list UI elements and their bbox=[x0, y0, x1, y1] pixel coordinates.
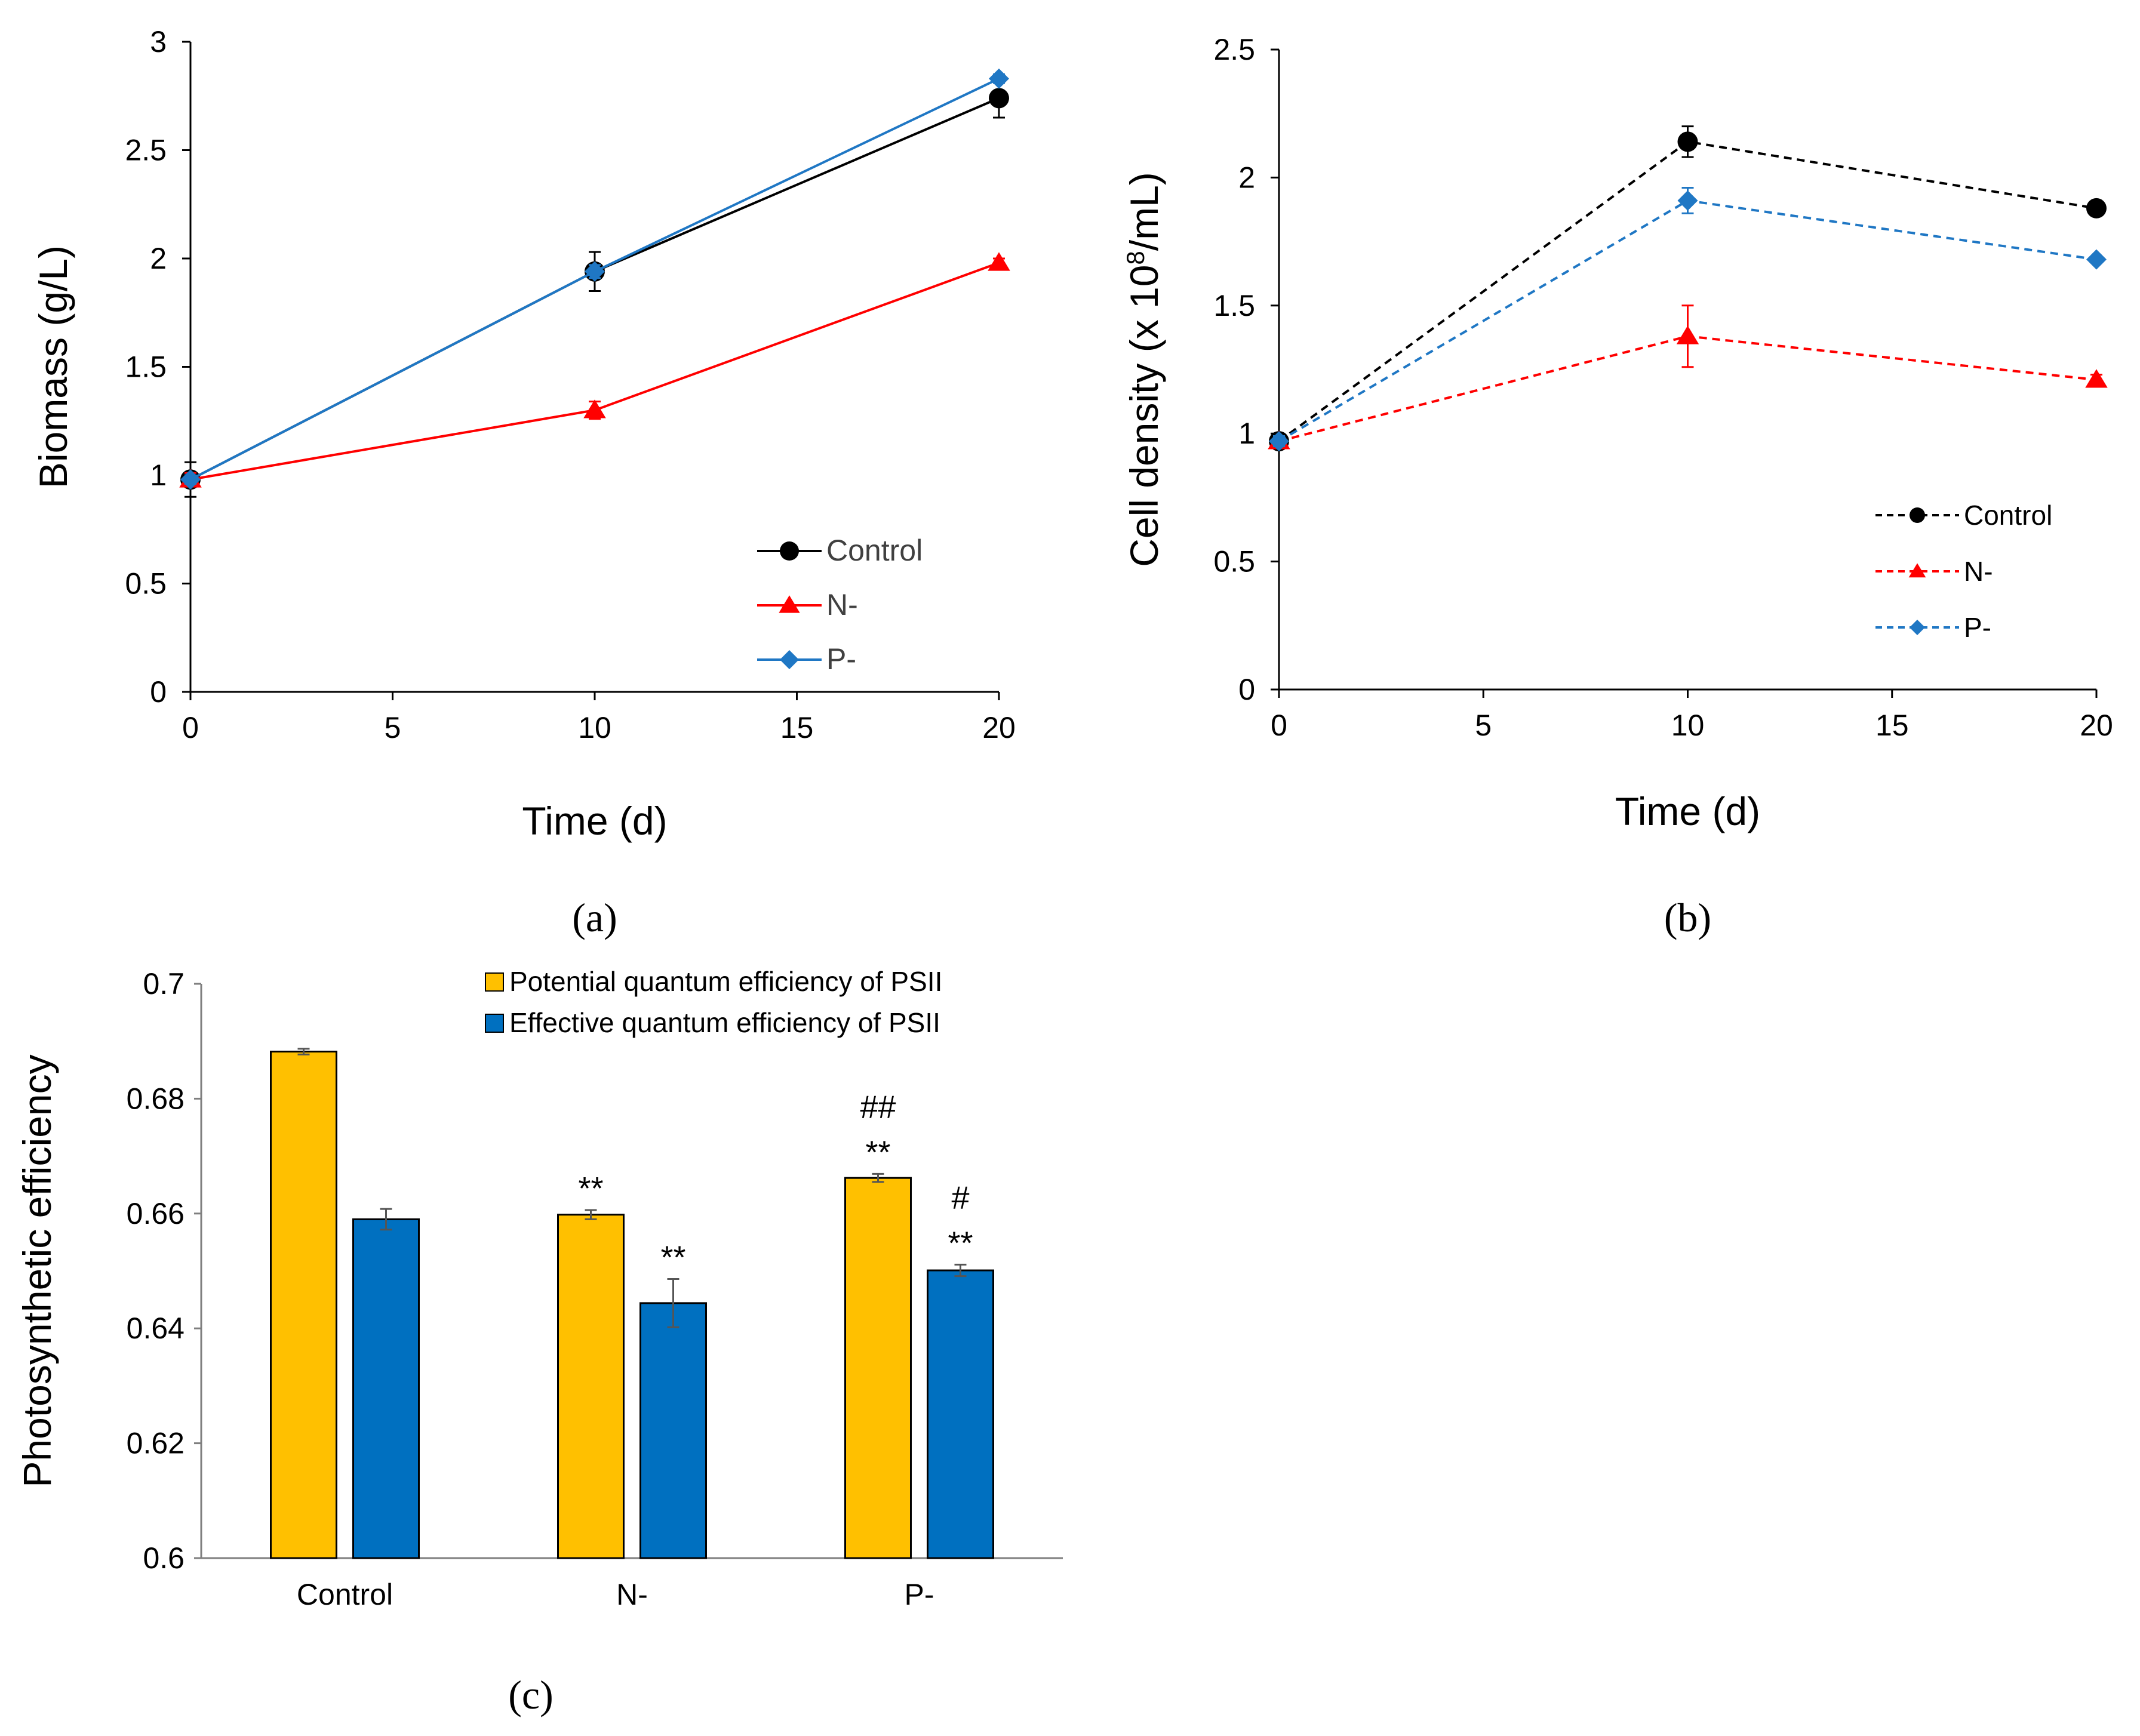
data-point bbox=[585, 261, 605, 282]
x-tick-label: 10 bbox=[1671, 709, 1705, 742]
bar bbox=[352, 1218, 420, 1559]
y-axis-title: Cell density (x 108/mL) bbox=[1121, 172, 1167, 567]
legend-label: N- bbox=[826, 588, 858, 621]
legend-label: N- bbox=[1964, 556, 1993, 587]
data-point bbox=[989, 88, 1009, 109]
significance-mark: ## bbox=[860, 1089, 896, 1125]
x-tick-label: 5 bbox=[385, 711, 401, 744]
data-point bbox=[989, 68, 1009, 89]
y-tick-label: 0.68 bbox=[127, 1082, 185, 1115]
data-point bbox=[1269, 431, 1289, 452]
y-tick-label: 2.5 bbox=[1213, 33, 1255, 66]
bar bbox=[270, 1051, 337, 1559]
panel-label: (a) bbox=[572, 895, 617, 940]
legend-label: Effective quantum efficiency of PSII bbox=[509, 1007, 940, 1038]
x-tick-label: 10 bbox=[578, 711, 611, 744]
x-tick-label: 0 bbox=[182, 711, 199, 744]
significance-mark: ** bbox=[865, 1134, 890, 1170]
y-tick-label: 0.5 bbox=[1213, 545, 1255, 578]
legend-marker bbox=[1908, 563, 1926, 578]
y-tick-label: 2 bbox=[1238, 161, 1255, 194]
data-point bbox=[1677, 190, 1698, 211]
legend-swatch bbox=[485, 972, 504, 992]
x-tick-label: 15 bbox=[780, 711, 814, 744]
significance-mark: ** bbox=[578, 1171, 603, 1206]
significance-mark: # bbox=[951, 1180, 969, 1215]
legend-label: P- bbox=[826, 642, 856, 676]
y-axis-title: Biomass (g/L) bbox=[31, 245, 75, 488]
legend-label: Potential quantum efficiency of PSII bbox=[509, 966, 942, 997]
y-tick-label: 0.6 bbox=[143, 1541, 185, 1575]
y-tick-label: 0.5 bbox=[125, 567, 167, 601]
data-point bbox=[2086, 198, 2107, 218]
legend-label: Control bbox=[1964, 500, 2052, 531]
data-point bbox=[988, 252, 1010, 271]
legend-marker bbox=[780, 650, 799, 669]
bar bbox=[639, 1302, 707, 1559]
legend-label: P- bbox=[1964, 612, 1991, 643]
x-tick-label: 20 bbox=[982, 711, 1016, 744]
bar bbox=[844, 1177, 912, 1559]
y-tick-label: 0 bbox=[150, 675, 167, 709]
x-tick-label: Control bbox=[297, 1578, 393, 1611]
y-axis-title: Photosynthetic efficiency bbox=[15, 1054, 59, 1487]
data-point bbox=[1677, 131, 1698, 152]
x-tick-label: 5 bbox=[1475, 709, 1492, 742]
series-line-Control bbox=[1278, 140, 2097, 442]
y-tick-label: 2.5 bbox=[125, 134, 167, 167]
bar bbox=[927, 1269, 994, 1559]
y-tick-label: 1 bbox=[1238, 417, 1255, 450]
legend-marker bbox=[1910, 620, 1925, 635]
legend-marker bbox=[1910, 507, 1925, 523]
y-tick-label: 0 bbox=[1238, 673, 1255, 706]
legend-swatch bbox=[485, 1014, 504, 1033]
y-tick-label: 0.66 bbox=[127, 1197, 185, 1230]
bar bbox=[557, 1214, 625, 1559]
panel-label: (c) bbox=[508, 1672, 553, 1717]
y-tick-label: 0.64 bbox=[127, 1312, 185, 1345]
y-tick-label: 2 bbox=[150, 242, 167, 275]
data-point bbox=[2086, 249, 2107, 270]
x-tick-label: 0 bbox=[1271, 709, 1287, 742]
data-point bbox=[1676, 325, 1699, 344]
chart-a-biomass: 0 0.5 1 1.5 2 2.5 3 0 5 10 15 20 Time (d) Biomass (g/… bbox=[31, 25, 1016, 940]
x-axis-title: Time (d) bbox=[1615, 789, 1760, 833]
y-tick-label: 0.62 bbox=[127, 1427, 185, 1460]
y-tick-label: 0.7 bbox=[143, 967, 185, 1001]
data-point bbox=[2085, 369, 2108, 388]
legend-marker bbox=[779, 595, 800, 613]
data-point bbox=[180, 469, 201, 490]
y-tick-label: 3 bbox=[150, 25, 167, 59]
panel-label: (b) bbox=[1664, 895, 1711, 940]
x-axis-title: Time (d) bbox=[522, 799, 667, 843]
series-line-N- bbox=[190, 261, 1000, 481]
x-tick-label: P- bbox=[905, 1578, 934, 1611]
significance-mark: ** bbox=[660, 1239, 685, 1275]
chart-c-photosynthetic-efficiency: 0.6 0.62 0.64 0.66 0.68 0.7 Photosynthetic eff… bbox=[15, 966, 1063, 1717]
y-tick-label: 1.5 bbox=[125, 350, 167, 384]
x-tick-label: N- bbox=[616, 1578, 648, 1611]
y-tick-label: 1.5 bbox=[1213, 289, 1255, 322]
data-point bbox=[583, 399, 606, 418]
chart-b-cell-density: 0 0.5 1 1.5 2 2.5 0 5 10 15 20 Time (d) Cell density… bbox=[1121, 33, 2113, 940]
legend-marker bbox=[780, 541, 799, 561]
significance-mark: ** bbox=[948, 1225, 973, 1261]
y-tick-label: 1 bbox=[150, 458, 167, 492]
x-tick-label: 20 bbox=[2080, 709, 2113, 742]
legend-label: Control bbox=[826, 534, 923, 567]
x-tick-label: 15 bbox=[1875, 709, 1909, 742]
